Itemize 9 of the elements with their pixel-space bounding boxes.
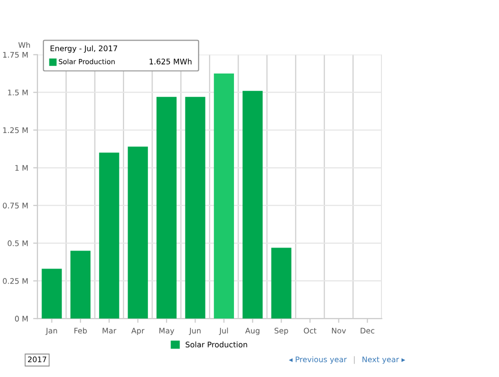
- bar: [42, 268, 62, 319]
- bar: [242, 90, 263, 319]
- bar: [185, 96, 206, 319]
- bar: [156, 96, 177, 319]
- bar: [128, 146, 148, 319]
- bar: [214, 74, 234, 319]
- bar: [271, 248, 292, 319]
- bar: [70, 250, 91, 319]
- bar: [99, 152, 120, 319]
